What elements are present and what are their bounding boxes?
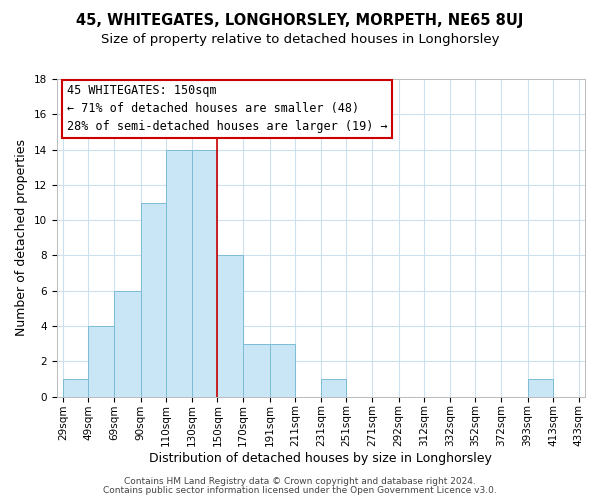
Text: Size of property relative to detached houses in Longhorsley: Size of property relative to detached ho…	[101, 32, 499, 46]
Bar	[192, 150, 217, 396]
Text: Contains HM Land Registry data © Crown copyright and database right 2024.: Contains HM Land Registry data © Crown c…	[124, 477, 476, 486]
Text: 45 WHITEGATES: 150sqm
← 71% of detached houses are smaller (48)
28% of semi-deta: 45 WHITEGATES: 150sqm ← 71% of detached …	[67, 84, 388, 134]
Bar	[63, 379, 88, 396]
Bar	[243, 344, 270, 396]
X-axis label: Distribution of detached houses by size in Longhorsley: Distribution of detached houses by size …	[149, 452, 492, 465]
Bar	[270, 344, 295, 396]
Bar	[114, 291, 141, 397]
Bar	[88, 326, 114, 396]
Bar	[321, 379, 346, 396]
Y-axis label: Number of detached properties: Number of detached properties	[15, 140, 28, 336]
Bar	[217, 256, 243, 396]
Bar	[527, 379, 553, 396]
Text: Contains public sector information licensed under the Open Government Licence v3: Contains public sector information licen…	[103, 486, 497, 495]
Text: 45, WHITEGATES, LONGHORSLEY, MORPETH, NE65 8UJ: 45, WHITEGATES, LONGHORSLEY, MORPETH, NE…	[76, 12, 524, 28]
Bar	[166, 150, 192, 396]
Bar	[141, 202, 166, 396]
